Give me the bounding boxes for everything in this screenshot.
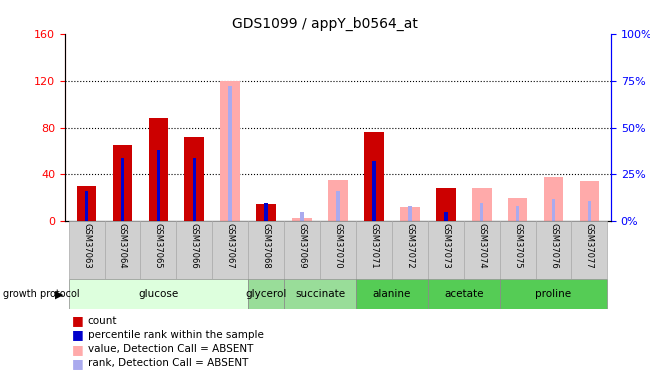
Text: GSM37067: GSM37067 [226,223,235,269]
Text: ▶: ▶ [55,290,64,299]
Text: percentile rank within the sample: percentile rank within the sample [88,330,264,340]
Bar [571,221,607,279]
Text: ■: ■ [72,328,83,341]
Bar [140,221,176,279]
Bar [292,218,312,221]
Bar [372,161,376,221]
Text: GSM37069: GSM37069 [298,223,307,268]
Bar [121,158,124,221]
Bar [265,202,268,221]
Bar [105,221,140,279]
Bar [185,137,204,221]
Text: ■: ■ [72,314,83,327]
Text: GSM37063: GSM37063 [82,223,91,269]
Text: GSM37068: GSM37068 [262,223,270,269]
Text: growth protocol: growth protocol [3,290,80,299]
Text: GSM37065: GSM37065 [154,223,163,268]
Bar [256,204,276,221]
Bar [580,182,599,221]
Text: GSM37066: GSM37066 [190,223,199,269]
Text: value, Detection Call = ABSENT: value, Detection Call = ABSENT [88,344,253,354]
Bar [220,81,240,221]
Text: succinate: succinate [295,290,345,299]
Bar [588,201,592,221]
Bar [408,206,411,221]
Bar [157,150,160,221]
Bar [248,279,284,309]
Bar [472,188,491,221]
Bar [463,221,500,279]
Bar [336,191,340,221]
Bar [300,212,304,221]
Bar [444,212,448,221]
Bar [192,158,196,221]
Bar [536,221,571,279]
Bar [552,199,555,221]
Text: GSM37064: GSM37064 [118,223,127,268]
Bar [356,221,392,279]
Bar [392,221,428,279]
Text: glucose: glucose [138,290,179,299]
Bar [480,202,484,221]
Bar [148,118,168,221]
Bar [356,279,428,309]
Text: ■: ■ [72,343,83,355]
Bar [320,221,356,279]
Bar [77,186,96,221]
Bar [500,221,536,279]
Bar [400,207,420,221]
Text: glycerol: glycerol [246,290,287,299]
Bar [69,221,105,279]
Text: alanine: alanine [372,290,411,299]
Bar [176,221,213,279]
Bar [213,221,248,279]
Bar [364,132,384,221]
Text: GSM37072: GSM37072 [406,223,414,268]
Text: GSM37073: GSM37073 [441,223,450,269]
Bar [69,279,248,309]
Text: proline: proline [536,290,571,299]
Bar [228,86,232,221]
Bar [500,279,607,309]
Bar [112,145,133,221]
Bar [284,279,356,309]
Text: ■: ■ [72,357,83,370]
Bar [284,221,320,279]
Text: GSM37076: GSM37076 [549,223,558,269]
Bar [84,191,88,221]
Text: GSM37070: GSM37070 [333,223,343,268]
Bar [436,188,456,221]
Text: acetate: acetate [444,290,484,299]
Bar [328,180,348,221]
Bar [543,177,564,221]
Text: GSM37075: GSM37075 [513,223,522,268]
Text: GSM37077: GSM37077 [585,223,594,269]
Text: count: count [88,316,117,326]
Bar [248,221,284,279]
Bar [428,221,463,279]
Bar [508,198,528,221]
Text: rank, Detection Call = ABSENT: rank, Detection Call = ABSENT [88,358,248,368]
Text: GSM37071: GSM37071 [369,223,378,268]
Bar [428,279,500,309]
Text: GDS1099 / appY_b0564_at: GDS1099 / appY_b0564_at [232,17,418,31]
Bar [516,206,519,221]
Text: GSM37074: GSM37074 [477,223,486,268]
